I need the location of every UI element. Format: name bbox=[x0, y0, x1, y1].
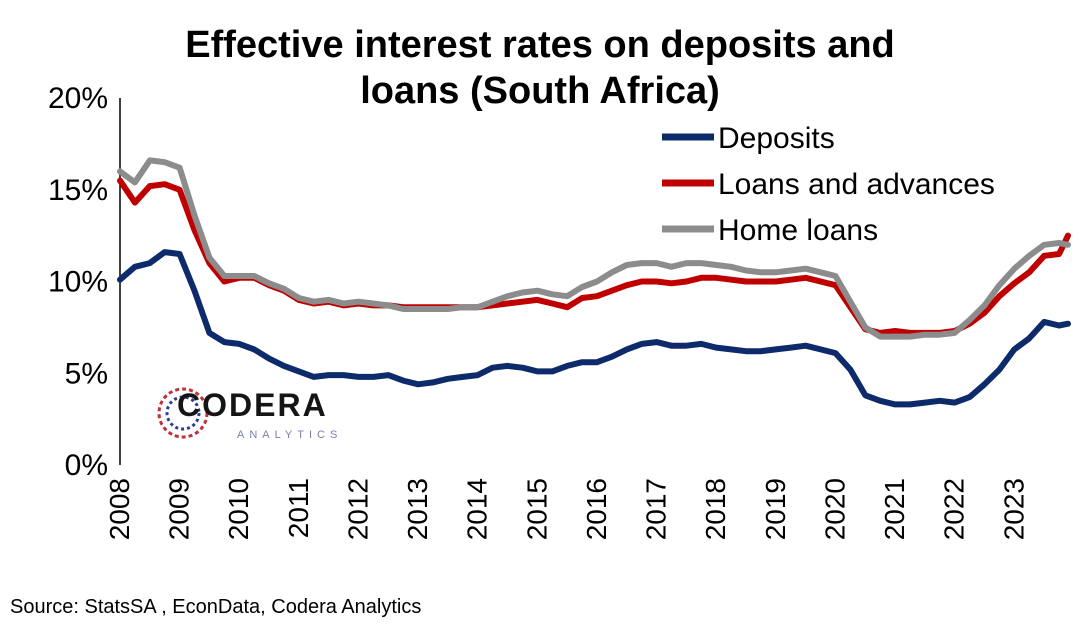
x-tick-label: 2009 bbox=[164, 478, 195, 540]
x-tick-label: 2008 bbox=[104, 478, 135, 540]
legend-label: Loans and advances bbox=[718, 168, 995, 201]
x-tick-label: 2015 bbox=[521, 478, 552, 540]
x-tick-label: 2011 bbox=[283, 478, 314, 538]
series-line-home-loans bbox=[117, 157, 1071, 340]
x-tick-label: 2014 bbox=[462, 478, 493, 540]
source-note: Source: StatsSA , EconData, Codera Analy… bbox=[10, 596, 422, 618]
y-tick-label: 15% bbox=[48, 174, 108, 207]
chart-title-line2: loans (South Africa) bbox=[360, 70, 720, 112]
x-tick-label: 2018 bbox=[700, 478, 731, 540]
x-tick-label: 2010 bbox=[223, 478, 254, 540]
chart-axes: 0% 5% 10% 15% 20% 2008 2009 2010 2011 2012 2013 201… bbox=[48, 82, 1029, 540]
y-tick-label: 0% bbox=[65, 449, 108, 482]
chart-title: Effective interest rates on deposits and… bbox=[120, 22, 960, 114]
legend-label: Deposits bbox=[718, 122, 835, 155]
logo-word: CODERA bbox=[177, 387, 328, 423]
x-tick-label: 2021 bbox=[879, 478, 910, 540]
x-tick-label: 2013 bbox=[402, 478, 433, 540]
x-tick-label: 2022 bbox=[939, 478, 970, 540]
x-tick-label: 2016 bbox=[581, 478, 612, 540]
y-tick-label: 20% bbox=[48, 82, 108, 115]
x-tick-label: 2020 bbox=[819, 478, 850, 540]
x-tick-label: 2019 bbox=[760, 478, 791, 540]
y-tick-label: 5% bbox=[65, 357, 108, 390]
series-line-loans-and-advances bbox=[117, 177, 1071, 336]
series-line-deposits bbox=[117, 249, 1071, 408]
codera-logo: CODERA ANALYTICS bbox=[155, 385, 365, 445]
chart-series bbox=[117, 157, 1071, 408]
x-tick-label: 2012 bbox=[342, 478, 373, 540]
chart-title-line1: Effective interest rates on deposits and bbox=[185, 24, 895, 66]
legend-label: Home loans bbox=[718, 214, 878, 247]
chart-legend: Deposits Loans and advances Home loans bbox=[662, 122, 995, 247]
x-tick-label: 2017 bbox=[641, 478, 672, 540]
x-tick-label: 2023 bbox=[998, 478, 1029, 540]
logo-mark-icon bbox=[157, 387, 209, 439]
logo-subtitle: ANALYTICS bbox=[237, 429, 343, 441]
y-tick-label: 10% bbox=[48, 266, 108, 299]
